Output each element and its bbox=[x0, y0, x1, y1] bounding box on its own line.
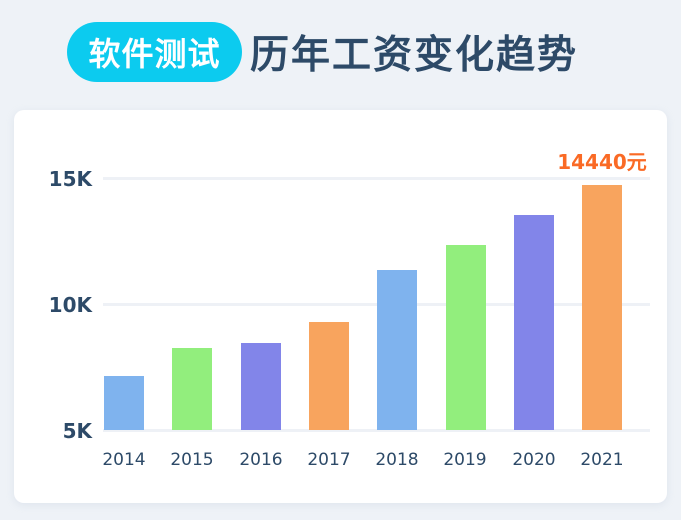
x-tick-2018: 2018 bbox=[375, 450, 419, 470]
gridline-5k bbox=[103, 429, 650, 432]
x-tick-2015: 2015 bbox=[170, 450, 214, 470]
x-tick-2016: 2016 bbox=[239, 450, 283, 470]
bar-2019 bbox=[446, 245, 486, 430]
gridline-10k bbox=[103, 303, 650, 306]
header: 软件测试 历年工资变化趋势 bbox=[67, 22, 578, 82]
x-tick-2021: 2021 bbox=[580, 450, 624, 470]
bar-2021 bbox=[582, 185, 622, 430]
bar-2016 bbox=[241, 343, 281, 430]
gridline-15k bbox=[103, 177, 650, 180]
bar-2015 bbox=[172, 348, 212, 430]
category-badge: 软件测试 bbox=[67, 22, 242, 82]
x-tick-2019: 2019 bbox=[443, 450, 487, 470]
y-tick-10k: 10K bbox=[48, 293, 92, 317]
y-tick-15k: 15K bbox=[48, 167, 92, 191]
bar-2018 bbox=[377, 270, 417, 430]
bar-2017 bbox=[309, 322, 349, 430]
bar-2020 bbox=[514, 215, 554, 430]
page-title: 历年工资变化趋势 bbox=[250, 33, 579, 78]
value-label-2021: 14440元 bbox=[557, 150, 647, 174]
x-tick-2017: 2017 bbox=[307, 450, 351, 470]
x-tick-2020: 2020 bbox=[512, 450, 556, 470]
chart-card: 15K 10K 5K 2014 2015 2016 2017 2018 2019… bbox=[14, 110, 667, 503]
y-tick-5k: 5K bbox=[62, 419, 92, 443]
bar-2014 bbox=[104, 376, 144, 430]
x-tick-2014: 2014 bbox=[102, 450, 146, 470]
